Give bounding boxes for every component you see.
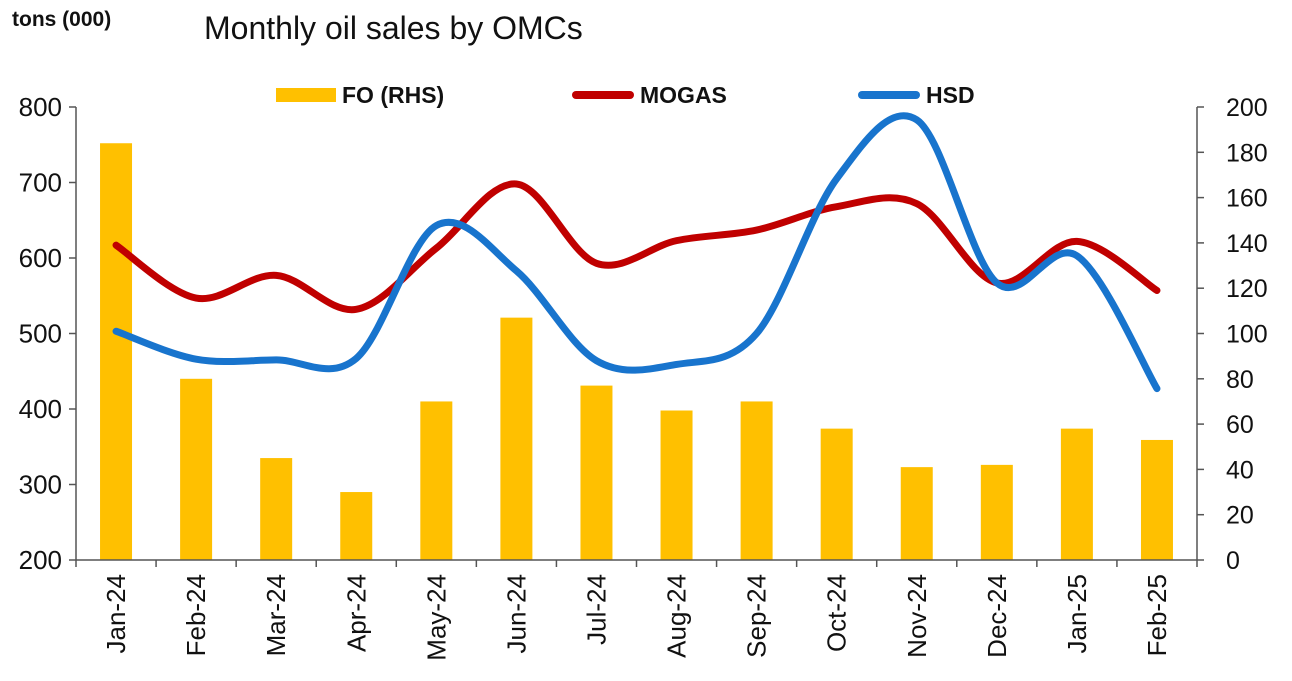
chart-title: Monthly oil sales by OMCs	[204, 10, 583, 46]
bar-fo	[740, 401, 773, 560]
left-axis-tick-label: 500	[19, 319, 62, 349]
bar-fo	[180, 378, 213, 560]
x-axis-category-label: Apr-24	[341, 574, 371, 652]
legend-swatch-mogas	[572, 91, 634, 99]
bar-fo	[260, 458, 293, 560]
bar-fo	[1140, 439, 1173, 560]
x-axis-category-label: Jul-24	[581, 574, 611, 645]
y-axis-unit-label: tons (000)	[12, 8, 112, 31]
x-axis-category-label: Oct-24	[822, 574, 852, 652]
bar-fo	[980, 464, 1013, 560]
x-axis-category-label: Dec-24	[982, 574, 1012, 658]
line-hsd	[112, 112, 1161, 393]
left-axis-tick-label: 600	[19, 243, 62, 273]
legend-label-mogas: MOGAS	[640, 81, 727, 108]
bar-fo	[900, 467, 933, 560]
x-axis-category-label: Feb-25	[1142, 574, 1172, 656]
bar-fo	[100, 143, 133, 561]
bar-fo	[820, 428, 853, 560]
bar-fo	[1060, 428, 1093, 560]
right-axis-tick-label: 140	[1226, 230, 1268, 258]
right-axis-tick-label: 200	[1226, 94, 1268, 122]
bar-fo	[500, 317, 533, 560]
x-axis-category-label: Feb-24	[181, 574, 211, 656]
right-axis-tick-label: 20	[1226, 502, 1254, 530]
right-axis-tick-label: 100	[1226, 321, 1268, 349]
right-axis-tick-label: 40	[1226, 456, 1254, 484]
x-axis-category-label: Jan-24	[101, 574, 131, 654]
x-axis-category-label: May-24	[421, 574, 451, 661]
legend-swatch-hsd	[858, 91, 920, 99]
x-axis-category-label: Sep-24	[742, 574, 772, 658]
bar-fo	[420, 401, 453, 560]
x-axis-category-label: Mar-24	[261, 574, 291, 656]
left-axis-tick-label: 300	[19, 470, 62, 500]
right-axis-tick-label: 80	[1226, 366, 1254, 394]
right-axis-tick-label: 160	[1226, 185, 1268, 213]
left-axis-tick-label: 700	[19, 168, 62, 198]
right-axis-tick-label: 0	[1226, 547, 1240, 575]
x-axis-category-label: Nov-24	[902, 574, 932, 658]
legend-label-fo: FO (RHS)	[342, 81, 445, 108]
left-axis-tick-label: 400	[19, 394, 62, 424]
legend-swatch-fo	[276, 88, 336, 102]
bar-fo	[580, 385, 613, 560]
right-axis-tick-label: 120	[1226, 275, 1268, 303]
legend-label-hsd: HSD	[926, 81, 975, 108]
legend-item-fo: FO (RHS)	[276, 80, 444, 110]
legend-item-hsd: HSD	[858, 80, 975, 110]
legend-item-mogas: MOGAS	[572, 80, 727, 110]
x-axis-category-label: Jun-24	[501, 574, 531, 654]
bar-fo	[340, 492, 373, 560]
right-axis-tick-label: 180	[1226, 139, 1268, 167]
x-axis-category-label: Aug-24	[662, 574, 692, 658]
x-axis-category-label: Jan-25	[1062, 574, 1092, 654]
right-axis-tick-label: 60	[1226, 411, 1254, 439]
left-axis-tick-label: 200	[19, 545, 62, 575]
line-mogas	[112, 180, 1161, 314]
left-axis-tick-label: 800	[19, 92, 62, 122]
bar-fo	[660, 410, 693, 560]
